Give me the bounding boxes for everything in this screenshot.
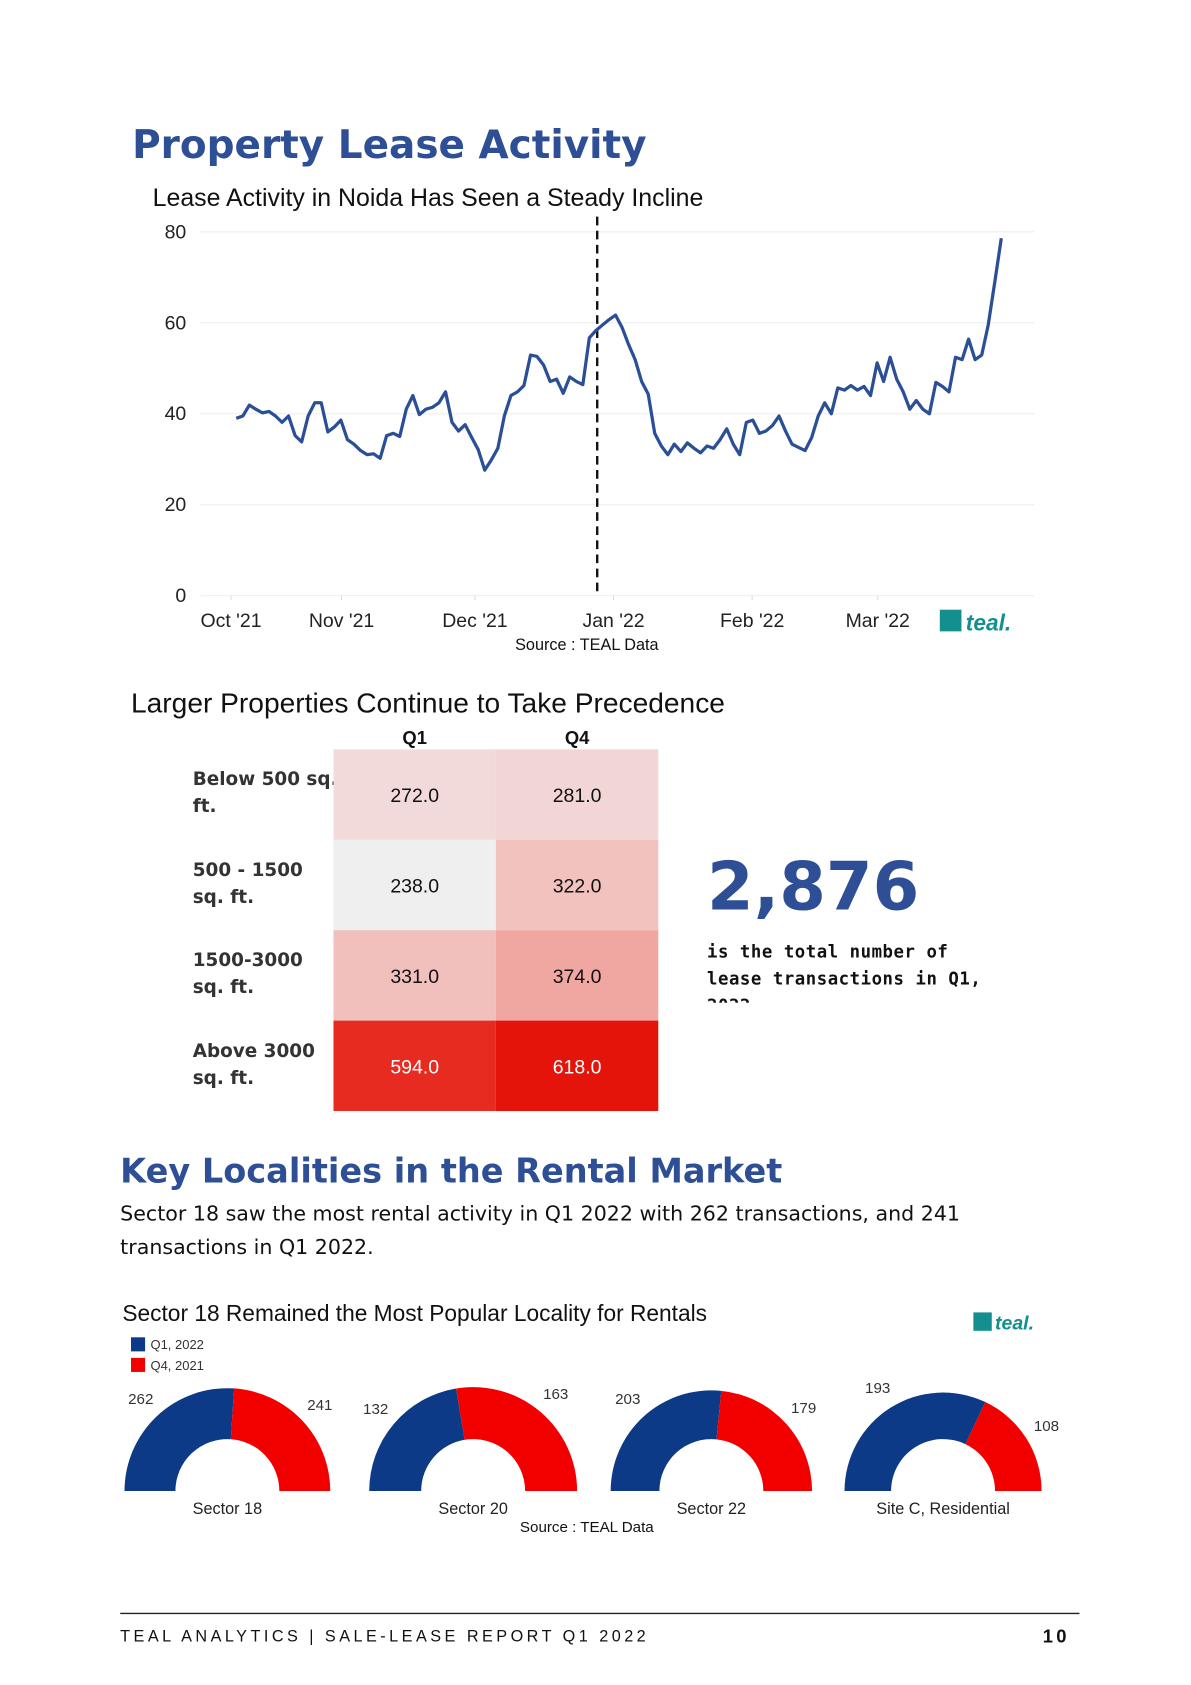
- section-body: Sector 18 saw the most rental activity i…: [120, 1201, 961, 1260]
- category-label: Sector 18: [193, 1500, 263, 1518]
- chart-title: Sector 18 Remained the Most Popular Loca…: [122, 1300, 707, 1326]
- data-line: [235, 237, 1003, 472]
- donut-segment: [716, 1390, 813, 1492]
- logo-square: [973, 1312, 992, 1331]
- donut-value-label: 163: [543, 1386, 568, 1403]
- x-tick-label: Mar '22: [846, 610, 910, 632]
- logo-square: [939, 609, 962, 632]
- cell-label: 594.0: [390, 1056, 439, 1078]
- category-label: Sector 22: [677, 1500, 747, 1518]
- donut-segment: [230, 1388, 331, 1492]
- y-tick-label: 0: [175, 585, 186, 607]
- donut-segment: [965, 1402, 1042, 1492]
- row-label: Above 3000 sq. ft.: [192, 1040, 315, 1089]
- heat-cell: [495, 749, 659, 840]
- category-label: Sector 20: [438, 1500, 508, 1518]
- row-label-box: 500 - 1500 sq. ft.: [192, 859, 303, 909]
- row-label-box: Below 500 sq. ft.: [192, 768, 338, 818]
- row-label: Below 500 sq. ft.: [192, 768, 338, 818]
- chart-title: Lease Activity in Noida Has Seen a Stead…: [153, 184, 704, 212]
- donut-value-label: 132: [363, 1401, 388, 1418]
- footer-text: TEAL ANALYTICS | SALE-LEASE REPORT Q1 20…: [120, 1628, 649, 1646]
- section-body-box: Sector 18 saw the most rental activity i…: [120, 1201, 961, 1260]
- section-title: Key Localities in the Rental Market: [120, 1151, 782, 1190]
- cell-label: 322.0: [553, 876, 602, 898]
- cell-label: 618.0: [553, 1056, 602, 1078]
- logo-text: teal.: [995, 1313, 1034, 1335]
- row-label-box: 1500-3000 sq. ft.: [192, 949, 303, 999]
- row-label: 1500-3000 sq. ft.: [192, 949, 303, 999]
- category-label: Site C, Residential: [876, 1500, 1010, 1518]
- callout-box: is the total number of lease transaction…: [707, 941, 982, 1003]
- donut-value-label: 262: [128, 1391, 153, 1408]
- cell-label: 374.0: [553, 966, 602, 988]
- row-label: 500 - 1500 sq. ft.: [192, 859, 303, 909]
- page-title: Property Lease Activity: [132, 123, 646, 168]
- legend-label: Q4, 2021: [150, 1358, 203, 1373]
- y-tick-label: 40: [165, 403, 187, 425]
- legend-label: Q1, 2022: [150, 1337, 203, 1352]
- donut-value-label: 193: [865, 1380, 890, 1397]
- y-tick-label: 20: [165, 494, 187, 516]
- cell-label: 281.0: [553, 785, 602, 807]
- y-tick-label: 80: [165, 221, 187, 243]
- legend-swatch: [131, 1357, 146, 1372]
- chart-source: Source : TEAL Data: [520, 1519, 654, 1536]
- heat-cell: [333, 1020, 496, 1112]
- donut-value-label: 203: [615, 1391, 640, 1408]
- y-tick-label: 60: [165, 312, 187, 334]
- donut-segment: [369, 1388, 465, 1492]
- chart-title: Larger Properties Continue to Take Prece…: [131, 688, 725, 719]
- donut-segment: [844, 1392, 986, 1492]
- donut-value-label: 179: [791, 1400, 816, 1417]
- x-tick-label: Feb '22: [720, 610, 784, 632]
- cell-label: 331.0: [390, 966, 439, 988]
- column-label: Q4: [565, 727, 590, 748]
- row-label-box: Above 3000 sq. ft.: [192, 1040, 315, 1089]
- page-number: 10: [1043, 1626, 1070, 1647]
- heat-cell: [495, 839, 659, 931]
- donut-value-label: 108: [1034, 1418, 1059, 1435]
- heat-cell: [333, 749, 496, 840]
- cell-label: 238.0: [390, 876, 439, 898]
- heat-cell: [495, 1020, 659, 1112]
- x-tick-label: Oct '21: [200, 610, 261, 632]
- heat-cell: [333, 839, 496, 931]
- heat-cell: [333, 930, 496, 1021]
- cell-label: 272.0: [390, 785, 439, 807]
- donut-value-label: 241: [307, 1397, 332, 1414]
- donut-segment: [124, 1388, 235, 1492]
- column-label: Q1: [402, 727, 427, 748]
- callout-value: 2,876: [707, 848, 919, 926]
- donut-segment: [456, 1387, 578, 1492]
- x-tick-label: Dec '21: [442, 610, 507, 632]
- x-tick-label: Jan '22: [582, 610, 644, 632]
- callout-text: is the total number of lease transaction…: [707, 941, 982, 1003]
- heat-cell: [495, 930, 659, 1021]
- logo-text: teal.: [966, 609, 1011, 635]
- chart-source: Source : TEAL Data: [515, 636, 659, 654]
- x-tick-label: Nov '21: [309, 610, 374, 632]
- legend-swatch: [131, 1337, 146, 1352]
- donut-segment: [610, 1390, 722, 1492]
